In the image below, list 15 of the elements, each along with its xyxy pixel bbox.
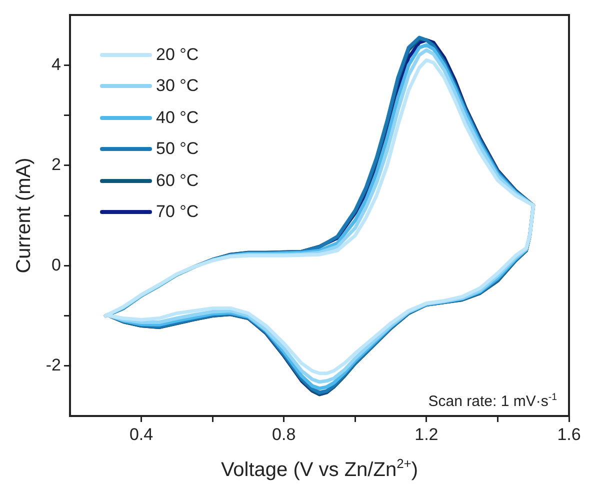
- legend-label: 40 °C: [156, 108, 199, 128]
- legend-label: 60 °C: [156, 170, 199, 191]
- x-tick-label: 1.6: [557, 424, 581, 444]
- x-tick-label: 0.4: [129, 424, 154, 444]
- legend-label: 50 °C: [156, 139, 199, 160]
- y-tick-label: -2: [46, 356, 61, 375]
- legend-label: 20 °C: [156, 44, 199, 65]
- y-tick-label: 2: [52, 155, 61, 174]
- y-axis-title: Current (mA): [13, 158, 35, 274]
- legend-label: 70 °C: [156, 202, 199, 222]
- x-tick-label: 1.2: [414, 424, 438, 444]
- x-tick-label: 0.8: [272, 424, 296, 444]
- legend-label: 30 °C: [156, 76, 199, 96]
- y-tick-label: 4: [52, 54, 61, 74]
- y-tick-label: 0: [52, 255, 61, 274]
